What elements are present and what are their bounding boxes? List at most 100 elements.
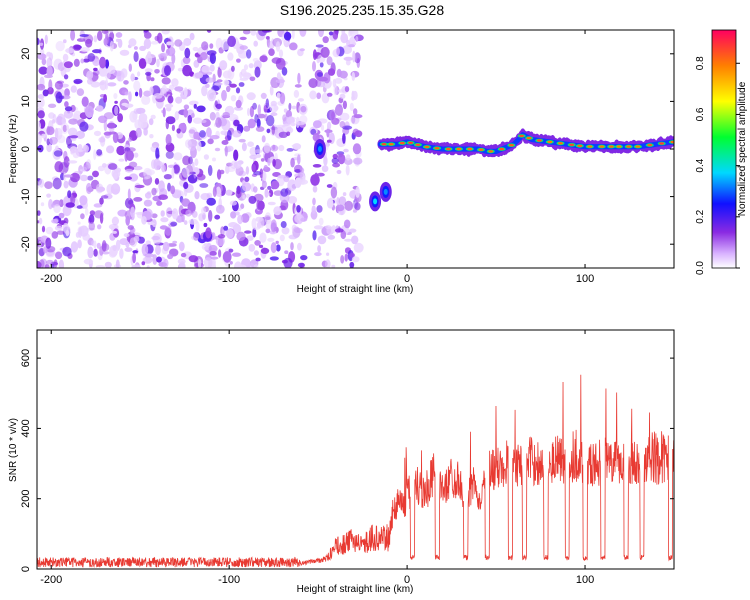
noise-blob <box>352 209 358 213</box>
noise-blob <box>268 48 275 56</box>
noise-blob <box>332 30 339 40</box>
noise-blob <box>315 44 324 48</box>
noise-blob <box>257 104 261 116</box>
noise-blob <box>334 228 344 233</box>
noise-blob <box>46 193 51 198</box>
noise-blob <box>285 110 292 119</box>
noise-blob <box>329 109 337 121</box>
noise-blob <box>37 110 45 119</box>
noise-blob <box>155 147 160 160</box>
noise-blob <box>252 102 257 110</box>
noise-blob <box>52 113 57 124</box>
noise-blob <box>289 42 298 51</box>
noise-blob <box>290 242 294 251</box>
noise-blob <box>81 166 88 172</box>
noise-blob <box>128 137 133 142</box>
noise-blob <box>162 241 170 252</box>
noise-blob <box>135 127 142 138</box>
noise-blob <box>150 114 156 120</box>
noise-blob <box>282 114 287 122</box>
noise-blob <box>326 56 333 66</box>
noise-blob <box>208 244 218 253</box>
noise-blob <box>119 248 124 259</box>
noise-blob <box>79 121 89 132</box>
noise-blob <box>134 184 145 189</box>
noise-blob <box>254 113 259 123</box>
noise-blob <box>141 243 149 256</box>
noise-blob <box>286 148 294 152</box>
noise-blob <box>230 95 237 102</box>
noise-blob <box>294 84 302 88</box>
noise-blob <box>316 92 322 100</box>
noise-blob <box>300 255 308 261</box>
noise-blob <box>215 186 222 197</box>
noise-blob <box>193 231 199 241</box>
noise-blob <box>287 179 297 191</box>
noise-blob <box>143 127 148 136</box>
noise-blob <box>330 186 338 199</box>
noise-blob <box>54 81 64 90</box>
noise-blob <box>74 149 84 153</box>
noise-blob <box>293 89 300 98</box>
noise-blob <box>65 229 70 237</box>
noise-blob <box>270 112 278 117</box>
noise-blob <box>201 65 211 73</box>
noise-blob <box>182 56 191 65</box>
noise-blob <box>72 151 80 159</box>
noise-blob <box>251 164 256 172</box>
noise-blob <box>101 195 109 199</box>
noise-blob <box>208 210 213 222</box>
noise-blob <box>45 226 54 235</box>
noise-blob <box>181 214 185 223</box>
noise-blob <box>297 262 305 268</box>
noise-blob <box>93 248 98 257</box>
noise-blob <box>207 165 213 176</box>
noise-blob <box>38 66 48 75</box>
noise-blob <box>58 259 65 268</box>
noise-blob <box>339 93 346 100</box>
noise-blob <box>240 203 245 209</box>
noise-blob <box>46 138 50 146</box>
noise-blob <box>177 67 184 72</box>
noise-blob <box>298 98 304 102</box>
noise-blob <box>278 131 288 138</box>
spectrogram-x-tick-label: 0 <box>404 273 410 285</box>
noise-blob <box>201 41 209 51</box>
noise-blob <box>267 237 275 242</box>
noise-blob <box>63 109 74 119</box>
noise-blob <box>227 52 234 61</box>
noise-blob <box>146 54 156 59</box>
noise-blob <box>292 143 302 150</box>
noise-blob <box>325 225 332 230</box>
noise-blob <box>247 262 255 268</box>
noise-blob <box>41 58 47 66</box>
noise-blob <box>215 103 222 110</box>
noise-blob <box>255 126 265 132</box>
noise-blob <box>44 34 48 45</box>
noise-blob <box>46 65 53 77</box>
noise-blob <box>206 197 216 206</box>
noise-blob <box>174 86 184 92</box>
noise-blob <box>326 184 333 188</box>
noise-blob <box>327 234 336 240</box>
noise-blob <box>193 103 197 109</box>
noise-blob <box>200 52 208 61</box>
noise-blob <box>332 153 338 159</box>
noise-blob <box>209 111 216 121</box>
noise-blob <box>63 39 67 44</box>
noise-blob <box>259 55 268 63</box>
noise-blob <box>260 92 267 99</box>
noise-blob <box>38 240 42 249</box>
noise-blob <box>153 93 163 99</box>
noise-blob <box>342 100 347 110</box>
noise-blob <box>114 105 119 116</box>
noise-blob <box>171 166 175 179</box>
noise-blob <box>238 138 246 143</box>
noise-blob <box>192 210 198 218</box>
noise-blob <box>84 105 94 118</box>
noise-blob <box>93 240 97 249</box>
noise-blob <box>341 30 346 37</box>
noise-blob <box>270 180 280 190</box>
noise-blob <box>89 210 96 216</box>
